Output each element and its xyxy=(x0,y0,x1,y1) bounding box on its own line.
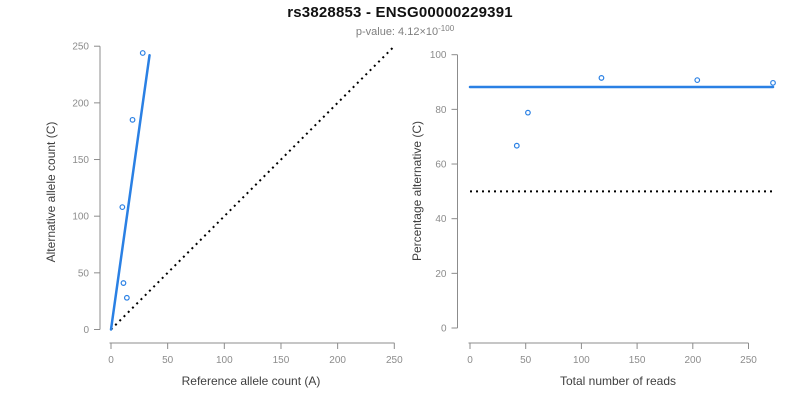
data-point xyxy=(129,116,136,123)
y-tick-label: 200 xyxy=(72,98,89,109)
x-axis-title: Reference allele count (A) xyxy=(182,374,321,388)
data-point xyxy=(598,75,605,81)
x-tick-label: 100 xyxy=(573,355,590,366)
x-tick-label: 0 xyxy=(467,355,473,366)
data-point xyxy=(770,79,776,86)
y-tick-label: 60 xyxy=(435,160,447,171)
y-tick-label: 20 xyxy=(435,269,447,280)
fit-line-blue xyxy=(109,54,151,331)
x-tick-label: 150 xyxy=(273,355,290,366)
figure-subtitle: p-value: 4.12×10-100 xyxy=(0,24,800,38)
y-axis-title: Alternative allele count (C) xyxy=(44,122,58,263)
data-point xyxy=(525,109,531,116)
y-tick-label: 250 xyxy=(72,42,89,53)
x-tick-label: 50 xyxy=(520,355,532,366)
y-tick-label: 80 xyxy=(435,105,447,116)
y-tick-label: 0 xyxy=(83,325,89,336)
identity-line-dotted xyxy=(110,45,396,331)
data-point xyxy=(120,280,127,286)
x-tick-label: 50 xyxy=(162,355,174,366)
x-tick-label: 100 xyxy=(216,355,233,366)
x-tick-label: 250 xyxy=(740,355,757,366)
figure-title: rs3828853 - ENSG00000229391 xyxy=(287,4,513,21)
y-tick-label: 40 xyxy=(435,214,447,225)
y-tick-label: 50 xyxy=(78,268,90,279)
data-point xyxy=(694,77,701,84)
x-axis-title: Total number of reads xyxy=(560,374,676,388)
y-tick-label: 150 xyxy=(72,155,89,166)
data-point xyxy=(513,142,520,149)
data-point xyxy=(123,294,130,301)
x-tick-label: 150 xyxy=(629,355,646,366)
y-tick-label: 100 xyxy=(430,50,447,61)
x-tick-label: 0 xyxy=(108,355,114,366)
x-tick-label: 200 xyxy=(684,355,701,366)
x-tick-label: 250 xyxy=(386,355,403,366)
y-axis-title: Percentage alternative (C) xyxy=(410,121,424,261)
data-point xyxy=(119,204,126,211)
data-point xyxy=(139,50,146,56)
y-tick-label: 100 xyxy=(72,212,89,223)
p-value-text: p-value: 4.12×10 xyxy=(355,26,439,38)
y-tick-label: 0 xyxy=(441,324,447,335)
p-value-exponent: -100 xyxy=(438,24,455,33)
x-tick-label: 200 xyxy=(329,355,346,366)
